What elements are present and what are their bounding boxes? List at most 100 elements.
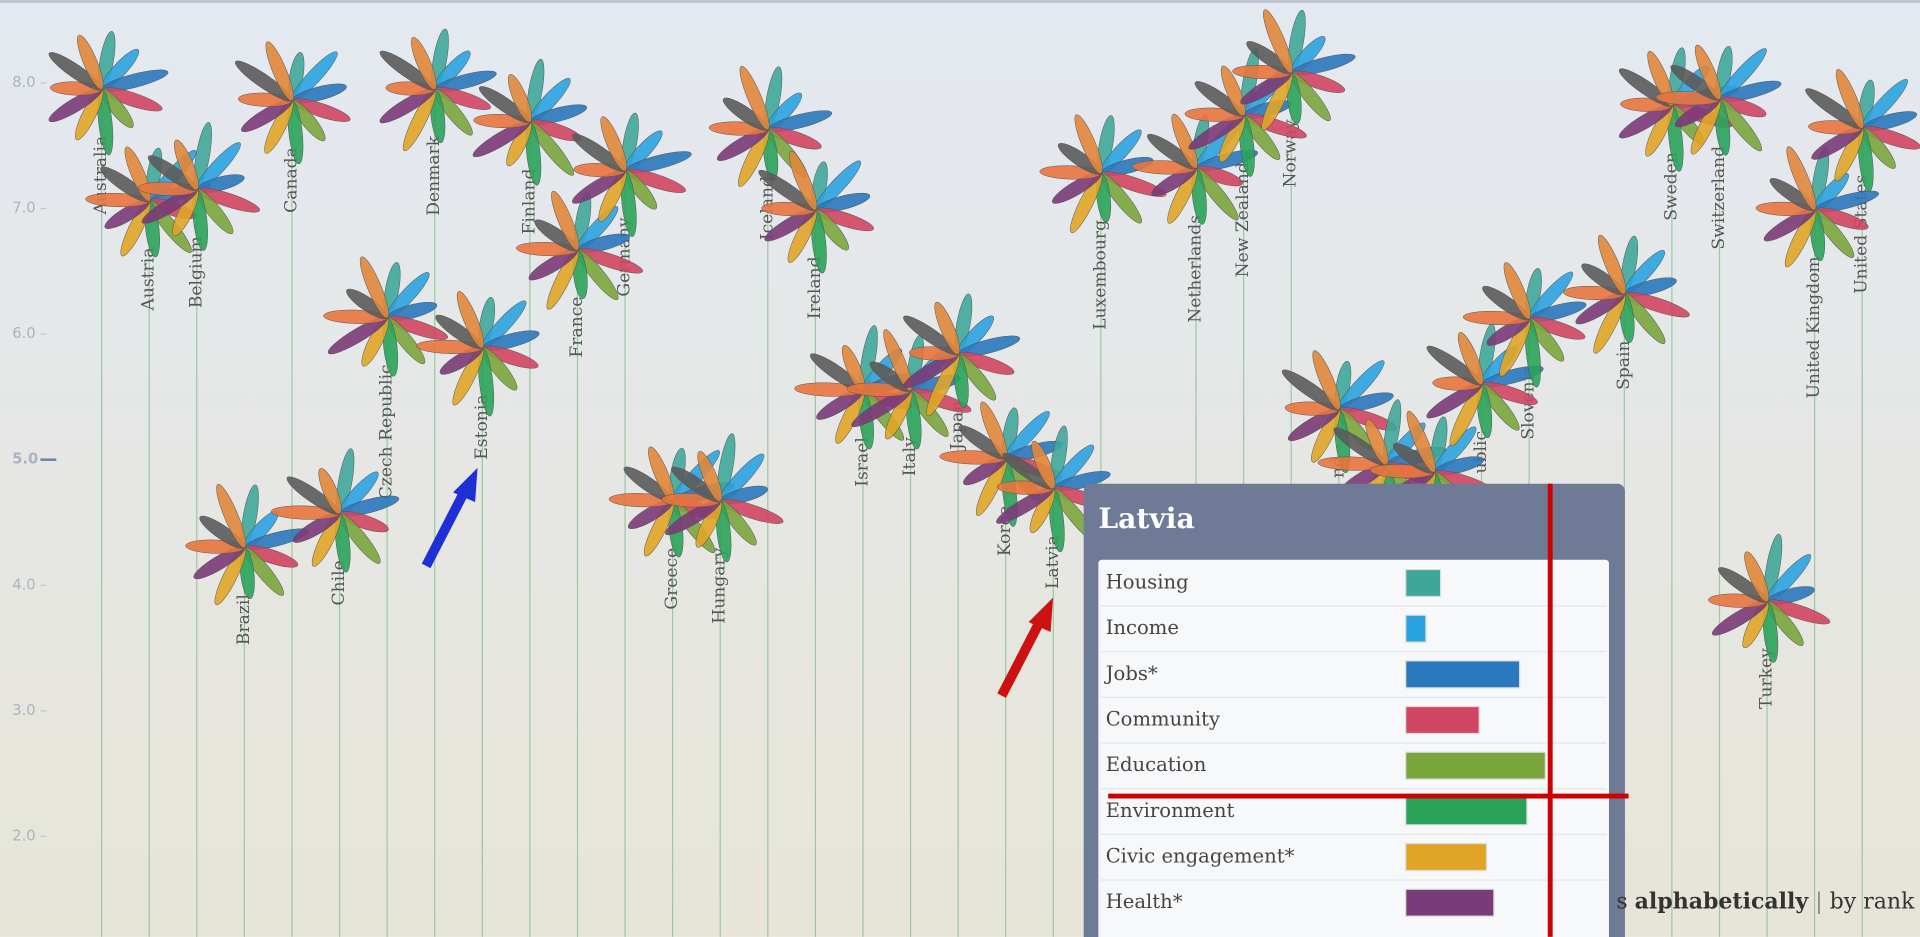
row-label: Health* — [1106, 890, 1183, 913]
tooltip-panel — [1098, 559, 1609, 937]
row-label: Community — [1106, 708, 1220, 731]
petal — [789, 150, 818, 211]
flower — [1232, 9, 1356, 131]
petal — [174, 139, 199, 191]
blue-arrow-shaft — [421, 487, 470, 569]
country-label: France — [567, 297, 587, 358]
flower — [415, 291, 540, 417]
row-bar — [1405, 842, 1488, 872]
flower — [661, 433, 784, 563]
flower — [1562, 234, 1690, 354]
y-tick-label: 7.0 — [12, 200, 35, 217]
flower — [572, 112, 692, 237]
tooltip: Latvia Housing Income Jobs* Community Educat… — [1083, 483, 1625, 937]
flower — [1708, 533, 1831, 663]
row-bar — [1405, 888, 1495, 917]
annotations — [421, 467, 1054, 698]
country-label: Brazil — [234, 594, 254, 645]
country-label: Finland — [519, 168, 539, 234]
tooltip-title: Latvia — [1098, 502, 1194, 535]
flower — [234, 41, 351, 165]
country-label: Denmark — [424, 135, 444, 216]
petal — [1406, 410, 1436, 473]
country-label: Austria — [139, 248, 159, 312]
y-tick-label: 8.0 — [12, 74, 35, 91]
petal — [883, 329, 913, 392]
country-label: Chile — [329, 560, 349, 605]
row-bar — [1405, 797, 1528, 826]
petal — [551, 190, 580, 251]
flower — [1655, 44, 1782, 156]
red-arrow-head — [1028, 597, 1054, 632]
country-label: Hungary — [710, 547, 730, 623]
flower — [137, 121, 260, 251]
row-label: Environment — [1106, 799, 1235, 822]
country-label: United Kingdom — [1804, 256, 1824, 398]
flower — [516, 190, 643, 310]
petal — [697, 451, 723, 502]
petal — [456, 291, 485, 349]
y-axis: 2.0 3.0 4.0 5.0 6.0 7.0 8.0 — [12, 74, 57, 844]
sort-options: s alphabetically | by rank — [1616, 889, 1915, 915]
row-bar — [1405, 705, 1480, 735]
country-label: Israel — [852, 437, 872, 487]
flower — [1805, 69, 1920, 192]
petal — [1647, 51, 1674, 106]
petal — [600, 116, 627, 172]
country-label: New Zealand — [1233, 162, 1253, 277]
petal — [1220, 65, 1246, 117]
petal — [1031, 440, 1056, 489]
petal — [1835, 69, 1864, 129]
sort-alphabetically[interactable]: alphabetically — [1635, 889, 1810, 915]
petal — [739, 65, 770, 130]
row-label: Jobs* — [1104, 662, 1158, 685]
petal — [507, 74, 532, 123]
petal — [265, 41, 294, 101]
petal — [1694, 44, 1722, 100]
country-label: Czech Republic — [377, 364, 397, 499]
flowers — [48, 9, 1920, 663]
crosshair — [1108, 483, 1629, 937]
petal — [359, 256, 389, 319]
country-label: Japan — [948, 401, 968, 452]
red-arrow-shaft — [997, 617, 1046, 698]
petal — [1597, 234, 1627, 295]
flower — [270, 448, 400, 573]
row-bar — [1405, 614, 1427, 643]
flower — [1132, 113, 1258, 225]
y-tick-label: 5.0 — [12, 451, 38, 468]
row-label: Education — [1106, 753, 1207, 776]
petal — [77, 34, 104, 90]
petal — [1503, 262, 1531, 320]
petal — [216, 484, 247, 548]
y-tick-label: 3.0 — [12, 702, 35, 719]
country-label: Canada — [281, 147, 301, 213]
y-tick-label: 6.0 — [12, 325, 35, 342]
blue-arrow-head — [453, 467, 478, 503]
sort-separator: | — [1815, 890, 1822, 915]
petal — [934, 301, 961, 355]
country-label: Switzerland — [1709, 146, 1729, 250]
row-label: Civic engagement* — [1106, 845, 1295, 868]
country-label: Ireland — [805, 256, 825, 319]
petal — [411, 36, 437, 90]
row-bar — [1405, 660, 1521, 689]
sort-by-rank[interactable]: by rank — [1830, 890, 1915, 915]
flower — [1462, 262, 1587, 388]
flower — [903, 293, 1021, 417]
petal — [318, 468, 342, 515]
sort-prefix: s — [1616, 890, 1627, 915]
flower — [323, 256, 448, 377]
flower — [1281, 350, 1398, 474]
petal — [1171, 113, 1198, 169]
flower — [379, 28, 497, 152]
country-label: Luxembourg — [1090, 220, 1110, 330]
flower — [1039, 114, 1167, 234]
row-label: Income — [1106, 616, 1179, 639]
flower — [758, 150, 874, 274]
petal — [1744, 551, 1770, 602]
